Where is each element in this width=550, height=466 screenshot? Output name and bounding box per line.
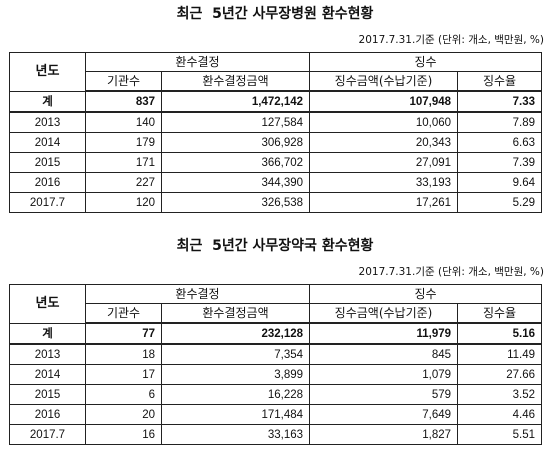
year-cell: 2015 — [9, 152, 86, 173]
institutions-cell: 17 — [85, 364, 162, 385]
recovery-group-header: 환수결정 — [84, 52, 311, 72]
collection-rate-header: 징수율 — [457, 71, 543, 92]
year-cell: 2014 — [9, 364, 86, 385]
table-row: 2017.7 16 33,163 1,827 5.51 — [9, 424, 543, 445]
collection-amount-cell: 33,193 — [309, 172, 459, 193]
collection-amount-header: 징수금액(수납기준) — [309, 71, 459, 92]
recovery-amount-cell: 16,228 — [160, 384, 311, 405]
total-collection-rate: 7.33 — [457, 90, 543, 113]
collection-amount-cell: 17,261 — [309, 192, 459, 213]
total-row: 계 837 1,472,142 107,948 7.33 — [9, 90, 543, 113]
total-recovery-amount: 1,472,142 — [160, 90, 311, 113]
collection-amount-cell: 1,827 — [309, 424, 459, 445]
recovery-amount-cell: 3,899 — [160, 364, 311, 385]
year-cell: 2014 — [9, 132, 86, 153]
collection-amount-cell: 1,079 — [309, 364, 459, 385]
header-row: 년도 환수결정 징수 — [9, 52, 543, 92]
collection-rate-cell: 7.89 — [457, 111, 543, 133]
total-row: 계 77 232,128 11,979 5.16 — [9, 322, 543, 345]
collection-amount-cell: 7,649 — [309, 404, 459, 425]
total-recovery-amount: 232,128 — [160, 322, 311, 345]
institutions-cell: 171 — [85, 152, 162, 173]
collection-rate-cell: 5.29 — [457, 192, 543, 213]
year-cell: 2017.7 — [9, 192, 86, 213]
total-label: 계 — [9, 90, 86, 113]
table-row: 2015 171 366,702 27,091 7.39 — [9, 152, 543, 173]
collection-rate-cell: 4.46 — [457, 404, 543, 425]
pharmacy-recovery-table: 년도 환수결정 징수 기관수 환수결정금액 징수금액(수납기준) 징수율 계 7… — [9, 284, 543, 445]
collection-rate-header: 징수율 — [457, 303, 543, 324]
institutions-cell: 20 — [85, 404, 162, 425]
unit-note: 2017.7.31.기준 (단위: 개소, 백만원, %) — [358, 34, 544, 46]
collection-amount-cell: 579 — [309, 384, 459, 405]
recovery-amount-header: 환수결정금액 — [160, 303, 311, 324]
institutions-cell: 6 — [85, 384, 162, 405]
table-title: 최근 5년간 사무장약국 환수현황 — [176, 238, 374, 254]
collection-rate-cell: 3.52 — [457, 384, 543, 405]
table-row: 2016 227 344,390 33,193 9.64 — [9, 172, 543, 193]
year-header: 년도 — [9, 284, 86, 324]
collection-group-header: 징수 — [309, 284, 543, 304]
unit-note: 2017.7.31.기준 (단위: 개소, 백만원, %) — [358, 266, 544, 278]
table-row: 2013 18 7,354 845 11.49 — [9, 343, 543, 365]
recovery-amount-cell: 171,484 — [160, 404, 311, 425]
collection-amount-cell: 27,091 — [309, 152, 459, 173]
subheader-row: 기관수 환수결정금액 징수금액(수납기준) 징수율 — [10, 71, 543, 92]
collection-rate-cell: 11.49 — [457, 343, 543, 365]
year-cell: 2016 — [9, 404, 86, 425]
header-row: 년도 환수결정 징수 — [9, 284, 543, 324]
collection-rate-cell: 7.39 — [457, 152, 543, 173]
institutions-header: 기관수 — [85, 303, 162, 324]
recovery-amount-header: 환수결정금액 — [160, 71, 311, 92]
table-row: 2015 6 16,228 579 3.52 — [9, 384, 543, 405]
table-title: 최근 5년간 사무장병원 환수현황 — [176, 6, 374, 22]
collection-rate-cell: 27.66 — [457, 364, 543, 385]
recovery-amount-cell: 326,538 — [160, 192, 311, 213]
recovery-amount-cell: 127,584 — [160, 111, 311, 133]
total-label: 계 — [9, 322, 86, 345]
recovery-amount-cell: 306,928 — [160, 132, 311, 153]
institutions-cell: 120 — [85, 192, 162, 213]
recovery-amount-cell: 7,354 — [160, 343, 311, 365]
recovery-amount-cell: 366,702 — [160, 152, 311, 173]
institutions-header: 기관수 — [85, 71, 162, 92]
total-institutions: 77 — [85, 322, 162, 345]
institutions-cell: 227 — [85, 172, 162, 193]
table-row: 2017.7 120 326,538 17,261 5.29 — [9, 192, 543, 213]
collection-rate-cell: 6.63 — [457, 132, 543, 153]
hospital-recovery-table: 년도 환수결정 징수 기관수 환수결정금액 징수금액(수납기준) 징수율 계 8… — [9, 52, 543, 213]
table-row: 2014 179 306,928 20,343 6.63 — [9, 132, 543, 153]
total-institutions: 837 — [85, 90, 162, 113]
year-cell: 2017.7 — [9, 424, 86, 445]
collection-group-header: 징수 — [309, 52, 543, 72]
recovery-group-header: 환수결정 — [84, 284, 311, 304]
recovery-amount-cell: 344,390 — [160, 172, 311, 193]
subheader-row: 기관수 환수결정금액 징수금액(수납기준) 징수율 — [10, 303, 543, 324]
table-row: 2013 140 127,584 10,060 7.89 — [9, 111, 543, 133]
year-cell: 2015 — [9, 384, 86, 405]
institutions-cell: 18 — [85, 343, 162, 365]
year-cell: 2016 — [9, 172, 86, 193]
recovery-amount-cell: 33,163 — [160, 424, 311, 445]
institutions-cell: 140 — [85, 111, 162, 133]
total-collection-amount: 107,948 — [309, 90, 459, 113]
collection-amount-cell: 845 — [309, 343, 459, 365]
collection-amount-cell: 20,343 — [309, 132, 459, 153]
institutions-cell: 16 — [85, 424, 162, 445]
total-collection-rate: 5.16 — [457, 322, 543, 345]
total-collection-amount: 11,979 — [309, 322, 459, 345]
collection-rate-cell: 9.64 — [457, 172, 543, 193]
collection-amount-cell: 10,060 — [309, 111, 459, 133]
year-cell: 2013 — [9, 111, 86, 133]
institutions-cell: 179 — [85, 132, 162, 153]
table-row: 2014 17 3,899 1,079 27.66 — [9, 364, 543, 385]
year-cell: 2013 — [9, 343, 86, 365]
collection-rate-cell: 5.51 — [457, 424, 543, 445]
table-row: 2016 20 171,484 7,649 4.46 — [9, 404, 543, 425]
collection-amount-header: 징수금액(수납기준) — [309, 303, 459, 324]
year-header: 년도 — [9, 52, 86, 92]
